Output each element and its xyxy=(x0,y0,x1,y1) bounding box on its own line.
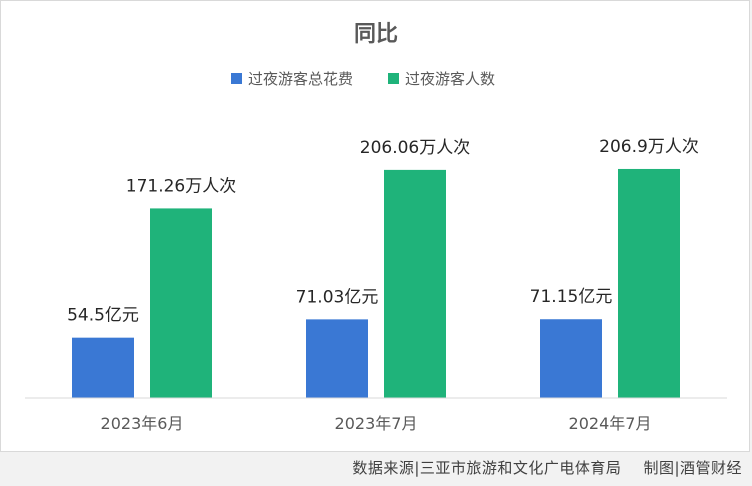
data-label-1-2: 206.9万人次 xyxy=(599,137,699,157)
data-label-1-1: 206.06万人次 xyxy=(360,138,470,158)
legend-swatch-1 xyxy=(388,73,399,84)
bars: 54.5亿元 171.26万人次 71.03亿元 206.06万人次 71.15亿元 20… xyxy=(67,137,699,398)
chart-title: 同比 xyxy=(354,22,398,47)
chart: 同比 过夜游客总花费 过夜游客人数 54.5亿元 171.26万人次 71.03亿元 2… xyxy=(25,22,727,433)
bar-0-1 xyxy=(306,319,368,398)
bar-1-1 xyxy=(384,169,446,398)
data-label-0-1: 71.03亿元 xyxy=(296,287,379,307)
legend-label-1: 过夜游客人数 xyxy=(405,70,495,88)
data-label-0-2: 71.15亿元 xyxy=(530,287,613,307)
x-tick-label-2: 2024年7月 xyxy=(569,414,652,433)
chart-card: 同比 过夜游客总花费 过夜游客人数 54.5亿元 171.26万人次 71.03亿元 2… xyxy=(0,0,750,452)
footer-source: 数据来源|三亚市旅游和文化广电体育局 xyxy=(352,459,622,477)
x-axis-ticks: 2023年6月 2023年7月 2024年7月 xyxy=(101,414,652,433)
bar-1-2 xyxy=(618,168,680,398)
data-label-0-0: 54.5亿元 xyxy=(67,306,139,326)
bar-1-0 xyxy=(150,208,212,398)
legend-swatch-0 xyxy=(231,73,242,84)
bar-0-0 xyxy=(72,337,134,398)
footer-credit: 制图|酒管财经 xyxy=(643,459,742,477)
bar-0-2 xyxy=(540,319,602,398)
x-tick-label-0: 2023年6月 xyxy=(101,414,184,433)
data-label-1-0: 171.26万人次 xyxy=(126,176,236,196)
legend: 过夜游客总花费 过夜游客人数 xyxy=(231,70,495,88)
footer: 数据来源|三亚市旅游和文化广电体育局 制图|酒管财经 xyxy=(352,457,742,478)
x-tick-label-1: 2023年7月 xyxy=(335,414,418,433)
legend-label-0: 过夜游客总花费 xyxy=(248,70,353,88)
